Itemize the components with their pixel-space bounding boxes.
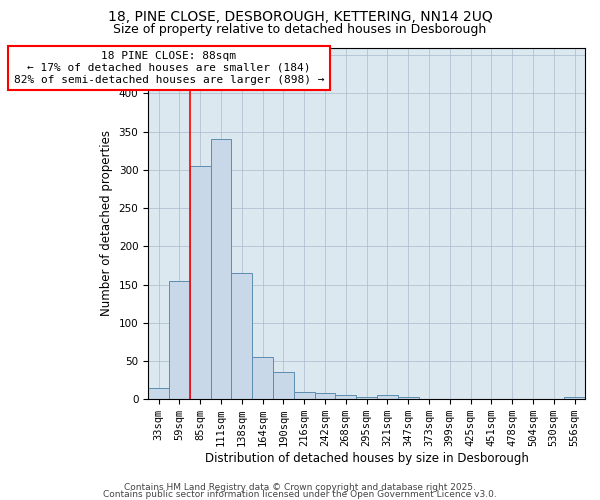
Bar bbox=[148, 388, 169, 399]
Bar bbox=[211, 140, 232, 399]
Bar bbox=[232, 273, 252, 399]
Text: 18, PINE CLOSE, DESBOROUGH, KETTERING, NN14 2UQ: 18, PINE CLOSE, DESBOROUGH, KETTERING, N… bbox=[107, 10, 493, 24]
Bar bbox=[356, 397, 377, 399]
Text: Contains HM Land Registry data © Crown copyright and database right 2025.: Contains HM Land Registry data © Crown c… bbox=[124, 484, 476, 492]
Text: 18 PINE CLOSE: 88sqm
← 17% of detached houses are smaller (184)
82% of semi-deta: 18 PINE CLOSE: 88sqm ← 17% of detached h… bbox=[14, 52, 324, 84]
Bar bbox=[190, 166, 211, 399]
Text: Contains public sector information licensed under the Open Government Licence v3: Contains public sector information licen… bbox=[103, 490, 497, 499]
Bar bbox=[169, 280, 190, 399]
Bar bbox=[398, 397, 419, 399]
Bar bbox=[335, 396, 356, 399]
Bar bbox=[273, 372, 294, 399]
Bar bbox=[314, 393, 335, 399]
Bar bbox=[377, 396, 398, 399]
X-axis label: Distribution of detached houses by size in Desborough: Distribution of detached houses by size … bbox=[205, 452, 529, 465]
Bar bbox=[252, 357, 273, 399]
Text: Size of property relative to detached houses in Desborough: Size of property relative to detached ho… bbox=[113, 22, 487, 36]
Bar bbox=[564, 397, 585, 399]
Bar bbox=[294, 392, 314, 399]
Y-axis label: Number of detached properties: Number of detached properties bbox=[100, 130, 113, 316]
